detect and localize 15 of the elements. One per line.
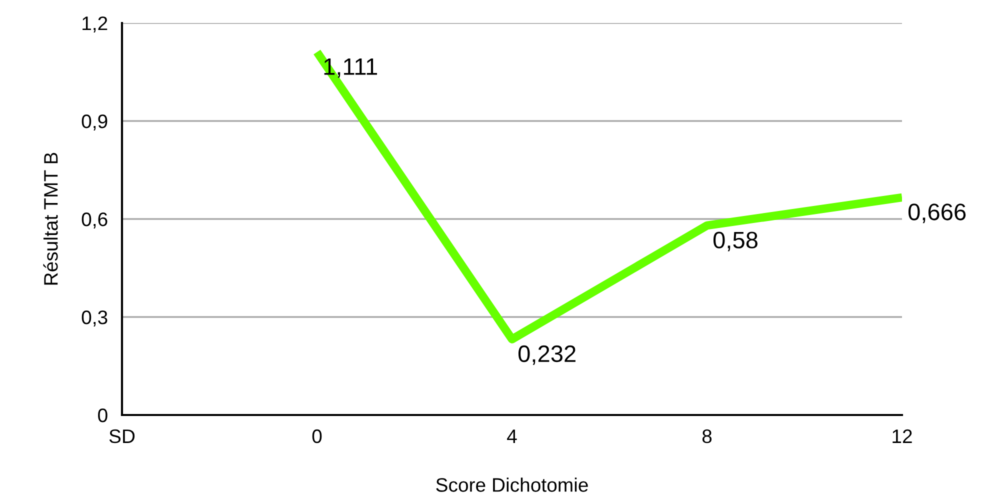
x-tick-label: 8 — [702, 429, 712, 444]
y-tick-label: 0 — [98, 408, 108, 422]
data-label: 0,58 — [713, 232, 758, 252]
y-tick-label: 0,3 — [82, 310, 108, 327]
x-tick-label: 4 — [507, 430, 517, 443]
data-label: 0,232 — [518, 345, 576, 365]
y-tick-label: 0,6 — [82, 212, 108, 229]
data-label: 0,666 — [908, 204, 966, 224]
x-tick-label: 12 — [892, 429, 912, 443]
x-axis-title: Score Dichotomie — [436, 478, 588, 492]
y-tick-label: 1,2 — [82, 16, 108, 33]
x-tick-label: 0 — [312, 429, 322, 444]
y-tick-label: 0,9 — [82, 114, 108, 131]
y-axis-title: Résultat TMT B — [43, 152, 58, 285]
x-tick-label: SD — [109, 429, 135, 444]
